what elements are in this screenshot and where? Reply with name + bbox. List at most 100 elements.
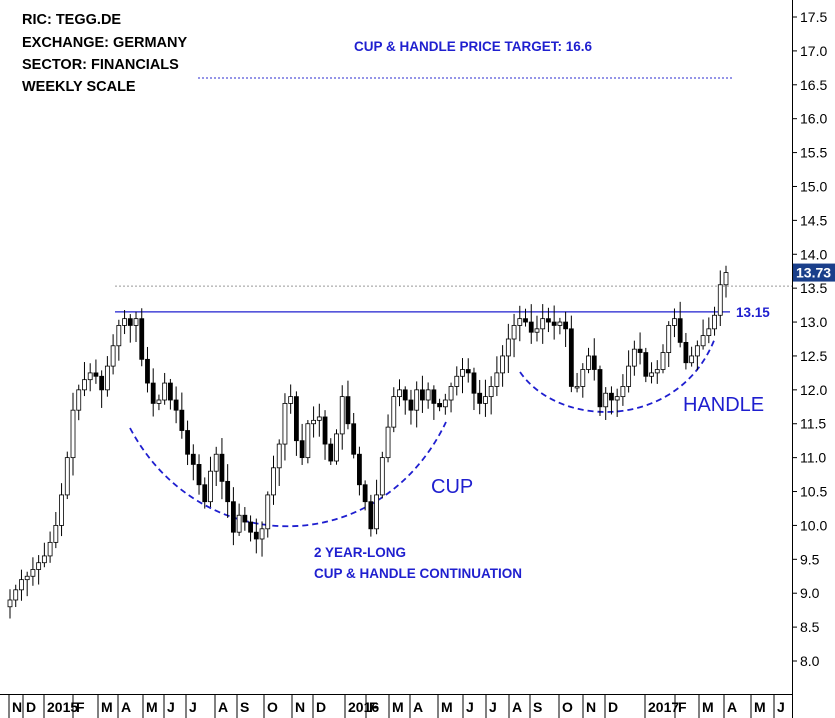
cup-curve xyxy=(129,421,447,528)
candle-body-up xyxy=(488,386,494,398)
candle-body-up xyxy=(414,389,420,411)
candle-body-down xyxy=(190,453,196,465)
candle-body-down xyxy=(202,484,208,503)
candlestick-series xyxy=(7,265,729,619)
pattern-description-line1: 2 YEAR-LONG xyxy=(314,545,406,560)
candle-body-down xyxy=(253,531,259,540)
candle-body-up xyxy=(87,372,93,381)
candle-body-down xyxy=(362,484,368,503)
candle-body-down xyxy=(591,355,597,370)
candle-body-down xyxy=(471,372,477,394)
candle-body-down xyxy=(563,321,569,330)
price-tick-label: 10.0 xyxy=(800,517,827,533)
candle-body-up xyxy=(288,396,294,404)
resistance-value-label: 13.15 xyxy=(736,305,770,320)
candle-body-up xyxy=(712,314,717,330)
time-tick-label: M xyxy=(754,699,766,715)
time-tick-label: D xyxy=(26,699,36,715)
cup-label: CUP xyxy=(431,476,473,498)
candle-body-up xyxy=(59,494,64,526)
time-tick-label: S xyxy=(240,699,249,715)
handle-label: HANDLE xyxy=(683,394,764,416)
candle-body-up xyxy=(483,396,488,404)
time-tick-label: M xyxy=(441,699,453,715)
price-tick-label: 11.0 xyxy=(800,450,826,466)
candle-body-up xyxy=(448,386,454,401)
candle-body-up xyxy=(24,575,30,581)
candle-body-up xyxy=(282,402,288,445)
scale-label: WEEKLY SCALE xyxy=(22,79,136,95)
candle-body-up xyxy=(13,589,19,601)
candle-body-up xyxy=(82,379,87,391)
price-tick-label: 11.5 xyxy=(800,416,826,432)
time-tick-label: A xyxy=(121,699,131,715)
candle-body-up xyxy=(311,419,316,425)
candle-body-up xyxy=(339,396,345,435)
candle-body-down xyxy=(408,399,414,411)
candle-body-up xyxy=(156,399,162,404)
candle-body-down xyxy=(93,372,99,377)
candle-body-down xyxy=(677,318,683,343)
time-tick-label: O xyxy=(267,699,278,715)
candle-body-down xyxy=(546,318,551,323)
time-tick-label: N xyxy=(295,699,305,715)
candle-body-down xyxy=(568,328,574,387)
candle-body-up xyxy=(379,457,385,496)
time-tick-label: A xyxy=(727,699,737,715)
price-tick-label: 8.0 xyxy=(800,653,820,669)
candle-body-down xyxy=(643,352,649,377)
candle-body-up xyxy=(660,352,666,370)
candle-body-up xyxy=(620,386,626,398)
candle-body-down xyxy=(437,402,443,408)
candle-body-up xyxy=(574,386,580,389)
candle-body-up xyxy=(700,335,706,347)
candle-body-down xyxy=(431,389,437,404)
time-tick-label: J xyxy=(167,699,175,715)
candle-body-up xyxy=(385,426,391,459)
price-tick-label: 8.5 xyxy=(800,619,820,635)
price-tick-label: 17.5 xyxy=(800,9,827,25)
time-tick-label: 2017 xyxy=(648,699,679,715)
candle-body-down xyxy=(420,389,425,401)
candle-body-up xyxy=(316,416,322,421)
candle-body-up xyxy=(265,494,271,530)
exchange-label: EXCHANGE: GERMANY xyxy=(22,35,187,51)
candle-body-up xyxy=(557,321,563,326)
time-tick-label: M xyxy=(101,699,113,715)
candle-body-down xyxy=(523,318,528,323)
candle-body-down xyxy=(179,409,185,431)
price-tick-label: 12.0 xyxy=(800,382,827,398)
candle-body-down xyxy=(127,318,133,326)
price-tick-label: 16.0 xyxy=(800,111,827,127)
candle-body-down xyxy=(368,501,374,530)
candle-body-up xyxy=(53,525,59,543)
candle-body-up xyxy=(706,328,712,337)
last-price-value: 13.73 xyxy=(796,265,831,281)
time-tick-label: M xyxy=(392,699,404,715)
time-tick-label: F xyxy=(678,699,687,715)
candle-body-down xyxy=(328,443,334,462)
candle-body-down xyxy=(465,369,471,374)
time-tick-label: F xyxy=(76,699,85,715)
candle-body-up xyxy=(672,318,677,326)
candle-body-down xyxy=(225,480,231,503)
candle-body-up xyxy=(511,325,517,340)
time-tick-label: O xyxy=(562,699,573,715)
price-tick-label: 9.5 xyxy=(800,551,820,567)
candle-body-down xyxy=(637,348,643,353)
candle-body-up xyxy=(213,453,219,472)
candle-body-down xyxy=(477,392,483,404)
candle-body-up xyxy=(19,579,24,591)
candle-body-up xyxy=(104,365,110,391)
candle-body-up xyxy=(64,457,70,496)
candle-body-down xyxy=(528,321,534,333)
candle-body-down xyxy=(299,440,305,459)
time-tick-label: M xyxy=(702,699,714,715)
candle-body-down xyxy=(219,453,225,482)
price-target-label: CUP & HANDLE PRICE TARGET: 16.6 xyxy=(354,39,593,54)
candle-body-up xyxy=(654,369,660,374)
candle-body-up xyxy=(626,365,632,387)
candle-body-up xyxy=(505,338,511,357)
candle-body-up xyxy=(500,355,506,374)
